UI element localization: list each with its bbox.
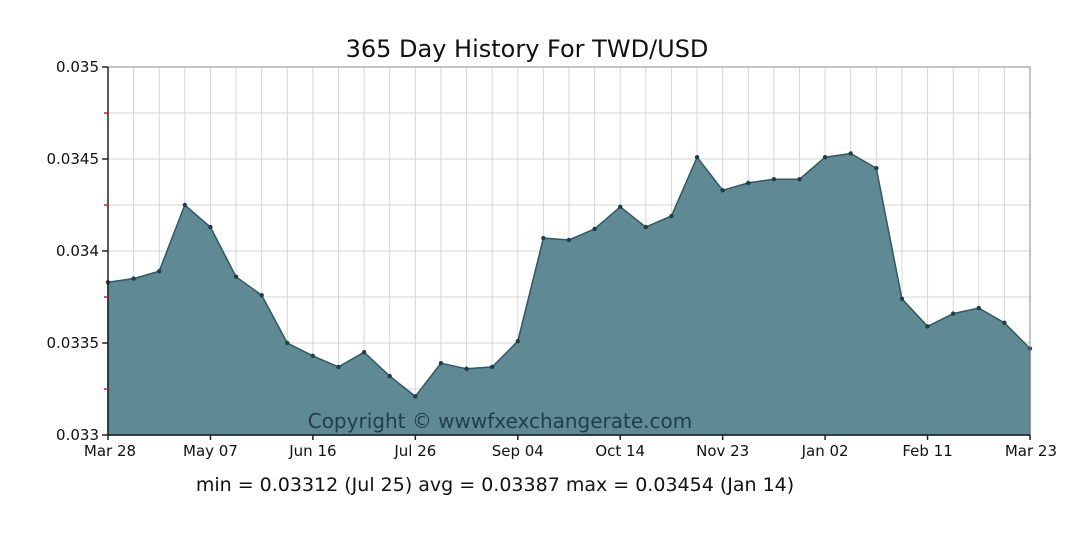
- x-tick-label: Jun 16: [288, 442, 336, 460]
- data-point: [899, 296, 905, 302]
- data-point: [259, 292, 264, 298]
- data-point: [208, 224, 213, 230]
- data-point: [822, 154, 828, 160]
- data-point: [950, 311, 956, 316]
- data-point: [771, 177, 777, 182]
- data-point: [720, 188, 725, 193]
- x-tick-label: Jan 02: [801, 442, 849, 460]
- y-tick-label: 0.0345: [47, 150, 100, 168]
- series-area: [107, 152, 1031, 436]
- y-tick-label: 0.035: [56, 58, 99, 76]
- data-point: [285, 340, 290, 346]
- x-tick-label: Sep 04: [492, 442, 544, 460]
- data-point: [387, 373, 392, 379]
- data-point: [874, 166, 879, 171]
- data-point: [361, 350, 367, 355]
- data-point: [310, 353, 316, 359]
- y-tick-label: 0.033: [56, 426, 99, 444]
- data-point: [157, 269, 162, 274]
- data-point: [848, 151, 853, 156]
- data-point: [618, 204, 623, 210]
- data-point: [541, 235, 546, 241]
- data-point: [643, 224, 649, 230]
- data-point: [233, 274, 239, 279]
- data-points: [105, 151, 1033, 399]
- data-point: [592, 226, 597, 232]
- stats-line: min = 0.03312 (Jul 25) avg = 0.03387 max…: [196, 474, 794, 496]
- x-axis: Mar 28 May 07 Jun 16 Jul 26 Sep 04 Oct 14 Nov …: [84, 434, 1057, 460]
- data-point: [489, 364, 495, 370]
- x-tick-label: Nov 23: [696, 442, 749, 460]
- x-tick-label: May 07: [183, 442, 238, 460]
- x-tick-label: Jul 26: [393, 442, 436, 460]
- data-point: [669, 213, 674, 219]
- data-point: [182, 202, 188, 208]
- y-tick-label: 0.034: [56, 242, 99, 260]
- x-tick-label: Feb 11: [902, 442, 952, 460]
- data-point: [566, 237, 572, 243]
- data-point: [336, 364, 341, 370]
- data-point: [925, 324, 930, 329]
- data-point: [976, 305, 981, 311]
- y-tick-label: 0.0335: [47, 334, 100, 352]
- y-axis: 0.033 0.0335 0.034 0.0345 0.035: [47, 58, 109, 444]
- data-point: [1002, 320, 1007, 325]
- data-point: [438, 361, 444, 366]
- chart-title: 365 Day History For TWD/USD: [346, 35, 709, 63]
- data-point: [131, 276, 136, 281]
- data-point: [515, 338, 520, 344]
- x-tick-label: Mar 23: [1005, 442, 1057, 460]
- x-tick-label: Mar 28: [84, 442, 136, 460]
- data-point: [413, 394, 418, 399]
- data-point: [797, 177, 802, 182]
- copyright-watermark: Copyright © wwwfxexchangerate.com: [308, 409, 693, 433]
- data-point: [694, 154, 700, 160]
- data-point: [746, 180, 751, 186]
- x-tick-label: Oct 14: [595, 442, 645, 460]
- data-point: [464, 366, 469, 371]
